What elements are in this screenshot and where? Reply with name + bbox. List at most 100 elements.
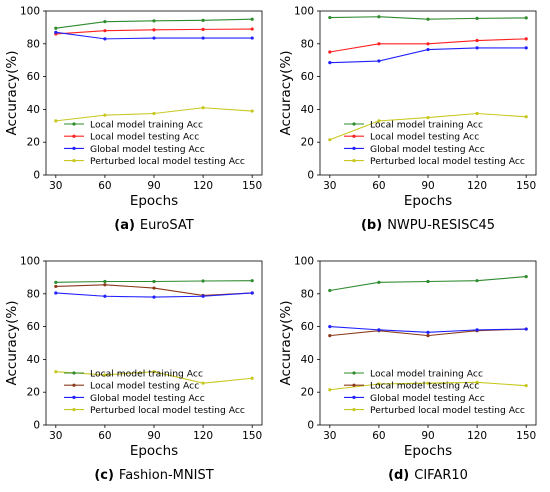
data-point [524,274,528,279]
data-point [475,46,479,50]
chart-panel-2: 0 20 40 60 80 100 30 60 90 120 150 Epochs Accuracy(%… [278,6,537,233]
x-tick-label: 150 [242,430,262,442]
y-tick-label: 20 [301,137,314,149]
data-point [377,119,381,123]
y-tick-label: 40 [27,354,40,366]
y-tick-label: 100 [20,6,40,18]
data-point [426,116,430,120]
panel-caption: (d) CIFAR10 [388,468,468,483]
data-point [328,15,332,20]
data-point [54,370,58,374]
data-point [475,111,479,116]
legend-label: Local model training Acc [90,120,203,131]
data-point [103,37,107,41]
data-point [250,279,254,283]
x-tick-label: 120 [467,430,487,442]
legend-marker [72,134,76,138]
y-axis-title: Accuracy(%) [278,51,294,136]
legend-marker [352,408,356,412]
y-tick-label: 100 [20,256,40,268]
data-point [328,61,332,65]
data-point [475,279,479,283]
data-point [152,19,156,23]
y-tick-label: 80 [301,38,314,50]
x-tick-label: 150 [516,180,536,192]
data-point [426,381,430,385]
y-tick-label: 60 [301,321,314,333]
data-point [524,384,528,388]
data-point [377,382,381,386]
data-point [152,295,156,299]
data-point [54,30,58,34]
x-tick-label: 90 [421,430,434,442]
data-point [377,59,381,63]
legend-label: Local model training Acc [370,120,483,131]
legend-label: Global model testing Acc [370,393,485,404]
plot-frame [319,10,537,176]
legend-label: Local model training Acc [90,369,203,380]
data-point [152,28,156,32]
data-point [426,42,430,46]
data-point [328,138,332,142]
caption-label: (a) [114,218,135,233]
data-point [524,115,528,119]
data-point [328,50,332,54]
legend-label: Local model testing Acc [90,381,199,392]
data-point [328,334,332,338]
data-point [250,376,254,380]
legend-label: Local model testing Acc [370,132,479,143]
y-tick-label: 60 [27,71,40,83]
data-point [201,18,205,22]
y-tick-label: 40 [27,104,40,116]
y-axis-title: Accuracy(%) [4,301,20,386]
legend-label: Global model testing Acc [370,144,485,155]
x-tick-label: 30 [323,180,336,192]
caption-label: (c) [94,468,114,483]
data-point [201,381,205,385]
data-point [54,284,58,289]
data-point [377,42,381,46]
x-tick-label: 30 [323,430,336,442]
y-tick-label: 60 [27,321,40,333]
data-point [328,388,332,392]
y-tick-label: 20 [27,137,40,149]
data-point [201,294,205,298]
data-point [475,380,479,384]
y-tick-label: 40 [301,354,314,366]
legend-label: Global model testing Acc [90,393,205,404]
y-tick-label: 0 [307,420,314,432]
data-point [103,283,107,287]
y-tick-label: 80 [27,38,40,50]
x-axis-title: Epochs [130,193,178,209]
legend-marker [72,383,76,387]
legend-label: Perturbed local model testing Acc [370,156,525,167]
legend-marker [72,395,76,399]
x-tick-label: 60 [372,180,385,192]
data-point [103,20,107,24]
data-point [524,37,528,41]
y-tick-label: 60 [301,71,314,83]
x-tick-label: 60 [98,430,111,442]
legend-marker [72,122,76,126]
data-point [426,17,430,21]
x-axis-title: Epochs [130,443,178,459]
x-tick-label: 30 [49,430,62,442]
data-point [377,280,381,284]
data-point [103,113,107,117]
x-tick-label: 30 [49,180,62,192]
data-point [426,279,430,284]
data-point [201,279,205,283]
data-point [524,16,528,20]
legend-marker [352,371,356,375]
data-point [426,330,430,334]
legend-label: Perturbed local model testing Acc [90,156,245,167]
x-tick-label: 60 [372,430,385,442]
caption-label: (b) [361,218,382,233]
caption-text: CIFAR10 [414,468,468,483]
data-point [328,288,332,293]
y-axis-title: Accuracy(%) [4,51,20,136]
x-tick-label: 120 [193,430,213,442]
data-point [426,334,430,338]
legend-label: Local model training Acc [370,369,483,380]
legend-marker [72,159,76,163]
